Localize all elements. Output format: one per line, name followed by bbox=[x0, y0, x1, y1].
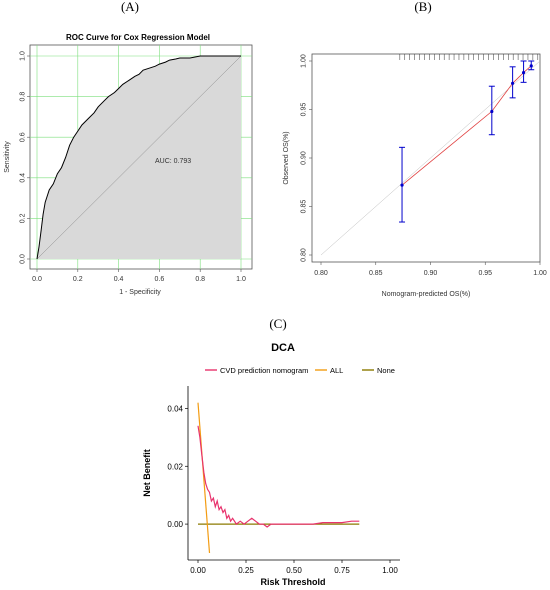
dca-lines bbox=[197, 402, 360, 554]
cal-xtick-label: 1.00 bbox=[533, 270, 547, 277]
cal-rug bbox=[399, 54, 539, 60]
roc-title: ROC Curve for Cox Regression Model bbox=[66, 33, 210, 42]
cal-point bbox=[400, 183, 404, 187]
roc-ytick-label: 0.6 bbox=[20, 132, 27, 142]
dca-ytick-label: 0.04 bbox=[167, 404, 183, 413]
dca-ticks: 0.00 0.25 0.50 0.75 1.00 0.00 0.02 0.04 bbox=[167, 404, 398, 575]
roc-ytick-label: 0.8 bbox=[20, 92, 27, 102]
dca-legend-label: ALL bbox=[330, 366, 343, 375]
dca-title: DCA bbox=[271, 342, 295, 354]
roc-xtick-label: 0.2 bbox=[73, 276, 83, 283]
cal-point bbox=[529, 64, 533, 68]
dca-line-cvd-prediction-nomogram bbox=[197, 425, 360, 528]
cal-xtick-label: 0.95 bbox=[478, 270, 492, 277]
roc-xlabel: 1 - Specificity bbox=[119, 289, 161, 296]
roc-xtick-label: 0.8 bbox=[195, 276, 205, 283]
cal-ytick-label: 1.00 bbox=[301, 54, 308, 68]
dca-xtick-label: 0.00 bbox=[190, 566, 206, 575]
cal-ytick-label: 0.85 bbox=[301, 200, 308, 214]
panel-b-label: (B) bbox=[414, 0, 431, 14]
roc-diagonal bbox=[36, 55, 242, 260]
roc-ytick-label: 0.2 bbox=[20, 213, 27, 223]
cal-ytick-label: 0.95 bbox=[301, 103, 308, 117]
roc-frame bbox=[29, 44, 253, 270]
cal-ytick-label: 0.80 bbox=[301, 248, 308, 262]
roc-ylabel: Sensitivity bbox=[4, 141, 11, 173]
roc-ytick-label: 1.0 bbox=[20, 51, 27, 61]
dca-xtick-label: 0.25 bbox=[238, 566, 254, 575]
roc-curve bbox=[36, 55, 241, 260]
cal-xtick-label: 0.90 bbox=[424, 270, 438, 277]
cal-points bbox=[399, 60, 535, 223]
auc-annotation: AUC: 0.793 bbox=[155, 158, 191, 165]
cal-xtick-label: 0.85 bbox=[369, 270, 383, 277]
dca-legend-label: None bbox=[377, 366, 395, 375]
dca-xtick-label: 0.75 bbox=[334, 566, 350, 575]
cal-frame bbox=[311, 53, 541, 263]
dca-line-all bbox=[197, 402, 211, 554]
cal-point bbox=[521, 71, 526, 75]
dca-xtick-label: 0.50 bbox=[286, 566, 302, 575]
panel-c-label: (C) bbox=[269, 316, 286, 331]
cal-ideal-line bbox=[320, 60, 541, 256]
roc-xtick-label: 0.0 bbox=[32, 276, 42, 283]
cal-point bbox=[511, 81, 515, 85]
roc-xtick-label: 0.4 bbox=[114, 276, 124, 283]
dca-legend: CVD prediction nomogram ALL None bbox=[205, 366, 395, 375]
cal-ticks: 0.80 0.85 0.90 0.95 1.00 0.80 0.85 0.90 0.95 1.00 bbox=[301, 54, 547, 277]
panel-a-label: (A) bbox=[121, 0, 139, 14]
dca-ytick-label: 0.02 bbox=[167, 462, 183, 471]
roc-ticks: 0.0 0.2 0.4 0.6 0.8 1.0 0.0 0.2 0.4 0.6 0.8 1.0 bbox=[20, 51, 246, 283]
roc-xtick-label: 0.6 bbox=[155, 276, 165, 283]
roc-ytick-label: 0.4 bbox=[20, 173, 27, 183]
dca-ylabel: Net Benefit bbox=[142, 449, 152, 497]
cal-point bbox=[490, 109, 494, 114]
dca-legend-label: CVD prediction nomogram bbox=[220, 366, 308, 375]
dca-xtick-label: 1.00 bbox=[382, 566, 398, 575]
roc-xtick-label: 1.0 bbox=[236, 276, 246, 283]
cal-xlabel: Nomogram-predicted OS(%) bbox=[382, 291, 471, 298]
dca-ytick-label: 0.00 bbox=[167, 520, 183, 529]
cal-ytick-label: 0.90 bbox=[301, 151, 308, 165]
dca-xlabel: Risk Threshold bbox=[260, 577, 325, 587]
roc-ytick-label: 0.0 bbox=[20, 254, 27, 264]
cal-xtick-label: 0.80 bbox=[314, 270, 328, 277]
cal-ylabel: Observed OS(%) bbox=[283, 131, 290, 184]
